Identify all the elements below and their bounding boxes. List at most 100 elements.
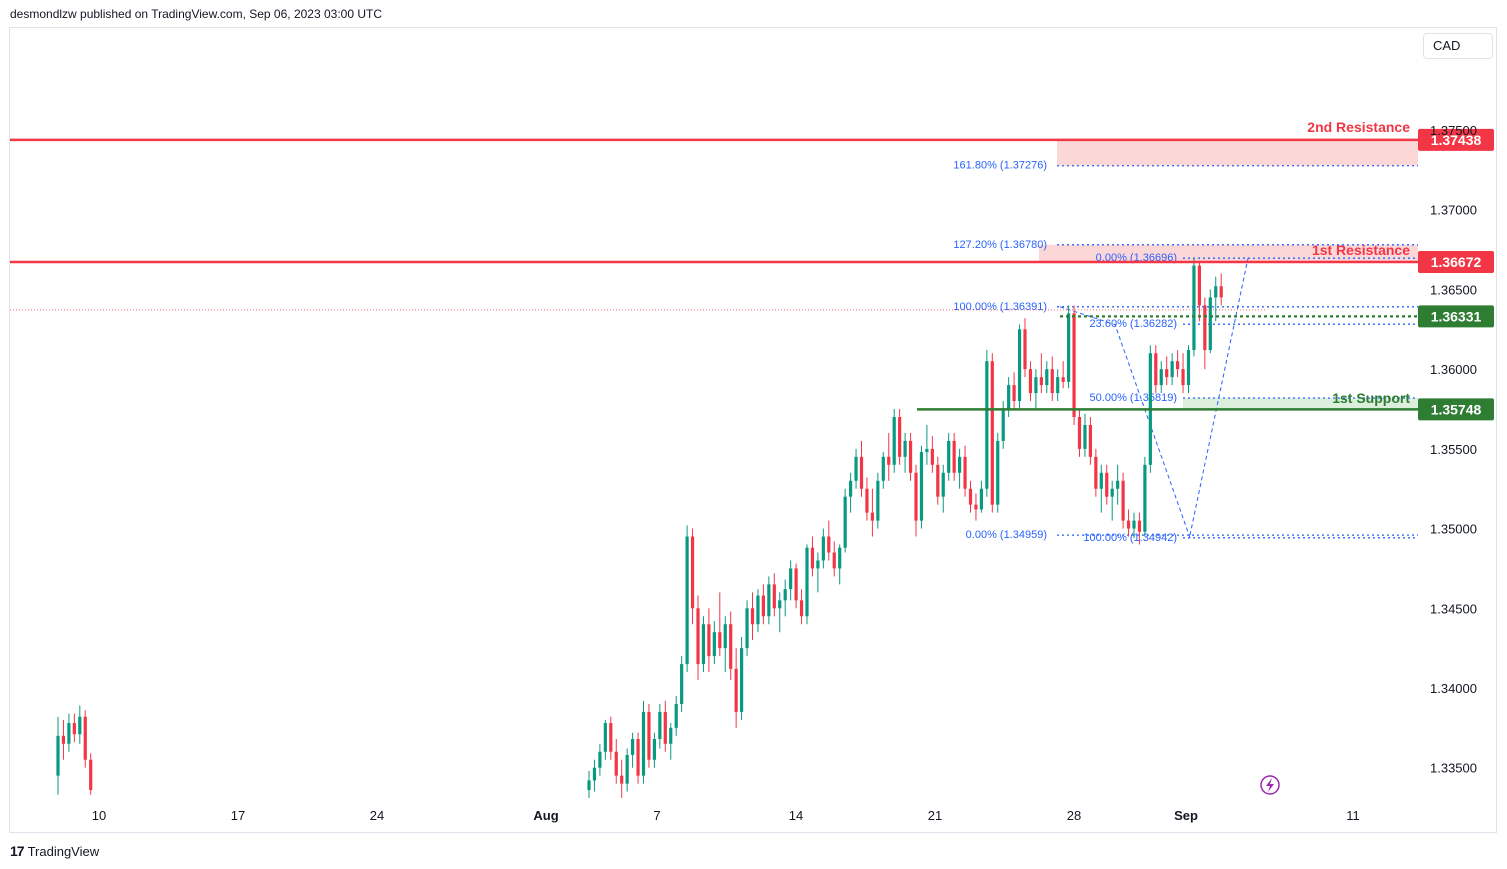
candle-body	[756, 595, 760, 625]
fib-label: 23.60% (1.36282)	[1090, 318, 1177, 330]
x-tick-label: 24	[370, 808, 384, 823]
candle-body	[990, 361, 994, 505]
fib-label: 100.00% (1.34942)	[1083, 532, 1177, 544]
candle-body	[849, 480, 853, 497]
candle-body	[963, 456, 967, 489]
fib-connector	[1189, 258, 1249, 536]
level-price-value: 1.36672	[1431, 254, 1482, 270]
candle-body	[783, 589, 787, 601]
candle-body	[1165, 369, 1169, 378]
candle-body	[859, 456, 864, 489]
support-zone-1	[1183, 397, 1418, 410]
fib-label: 0.00% (1.34959)	[966, 529, 1047, 541]
candle-body	[870, 512, 874, 521]
x-tick-label: 21	[928, 808, 942, 823]
candle-body	[690, 536, 695, 609]
candle-body	[1088, 424, 1092, 457]
candle-body	[1143, 464, 1147, 532]
candle-body	[1176, 361, 1180, 370]
fib-label: 161.80% (1.37276)	[953, 160, 1047, 172]
candle-body	[854, 456, 858, 481]
candle-body	[89, 759, 93, 791]
candle-body	[816, 560, 820, 569]
candle-body	[767, 584, 771, 617]
candle-body	[56, 735, 60, 776]
candle-body	[1061, 377, 1065, 382]
candle-body	[718, 632, 722, 649]
candle-body	[898, 416, 902, 457]
level-price-value: 1.35748	[1431, 401, 1482, 417]
candle-body	[772, 584, 776, 609]
candle-body	[821, 536, 825, 561]
candle-body	[669, 727, 673, 744]
candle-body	[680, 664, 684, 704]
current-price-value: 1.36331	[1431, 308, 1482, 324]
candle-body	[799, 600, 804, 617]
x-tick-label: 17	[231, 808, 245, 823]
candle-body	[723, 624, 727, 649]
candle-body	[734, 668, 738, 712]
x-tick-label: 10	[92, 808, 106, 823]
candle-body	[1023, 329, 1027, 370]
candle-body	[1192, 265, 1196, 351]
fibonacci-layer: 161.80% (1.37276) 127.20% (1.36780) 0.00% …	[953, 160, 1418, 544]
candle-body	[761, 595, 765, 617]
candle-body	[625, 754, 629, 784]
candle-body	[1208, 297, 1212, 351]
candle-body	[1001, 409, 1005, 441]
candle-body	[1105, 472, 1109, 497]
candle-body	[1137, 520, 1142, 532]
footer-brand: TradingView	[27, 843, 100, 859]
candle-body	[1039, 377, 1043, 386]
candle-body	[750, 608, 755, 625]
level-price-value: 1.37438	[1431, 132, 1482, 148]
resistance-zone-2	[1057, 139, 1418, 166]
candle-body	[745, 608, 749, 649]
level-price-tag	[1418, 128, 1494, 151]
fib-label: 50.00% (1.35819)	[1090, 392, 1177, 404]
candle-body	[636, 739, 640, 776]
candle-body	[925, 448, 929, 453]
candle-body	[979, 488, 983, 510]
candle-body	[663, 711, 667, 744]
candle-body	[72, 723, 76, 735]
candle-body	[1186, 350, 1191, 386]
candle-body	[789, 568, 793, 590]
candle-body	[1126, 520, 1131, 529]
candle-body	[947, 440, 951, 473]
candle-body	[587, 780, 591, 791]
candle-body	[740, 648, 744, 712]
candle-body	[620, 775, 624, 784]
candle-body	[603, 723, 607, 752]
candle-body	[985, 361, 989, 489]
y-tick-label: 1.35500	[1430, 442, 1477, 457]
y-tick-label: 1.36000	[1430, 362, 1477, 377]
candle-body	[832, 552, 836, 569]
levels-layer: 2nd Resistance 1.37438 1st Resistance 1.366…	[10, 119, 1494, 421]
candle-body	[696, 608, 700, 665]
candle-body	[1050, 369, 1054, 394]
currency-button[interactable]: CAD	[1423, 33, 1493, 59]
candle-body	[903, 440, 907, 457]
candle-body	[952, 440, 956, 473]
fib-label: 127.20% (1.36780)	[953, 239, 1047, 251]
candle-body	[1121, 480, 1125, 521]
candle-body	[641, 711, 646, 776]
y-tick-label: 1.37500	[1430, 123, 1477, 138]
candle-body	[1007, 385, 1011, 410]
y-tick-label: 1.37000	[1430, 203, 1477, 218]
candle-body	[941, 472, 945, 497]
current-price-tag	[1418, 305, 1494, 328]
level-price-tag	[1418, 251, 1494, 274]
candle-body	[805, 547, 809, 617]
lightning-icon[interactable]	[1260, 775, 1280, 795]
candle-body	[930, 448, 934, 465]
candle-body	[1116, 480, 1120, 489]
candle-body	[1197, 265, 1201, 306]
candle-body	[1056, 377, 1060, 394]
x-tick-label: 14	[789, 808, 803, 823]
candle-body	[865, 488, 869, 513]
candle-body	[1067, 313, 1071, 382]
candle-body	[936, 464, 940, 497]
